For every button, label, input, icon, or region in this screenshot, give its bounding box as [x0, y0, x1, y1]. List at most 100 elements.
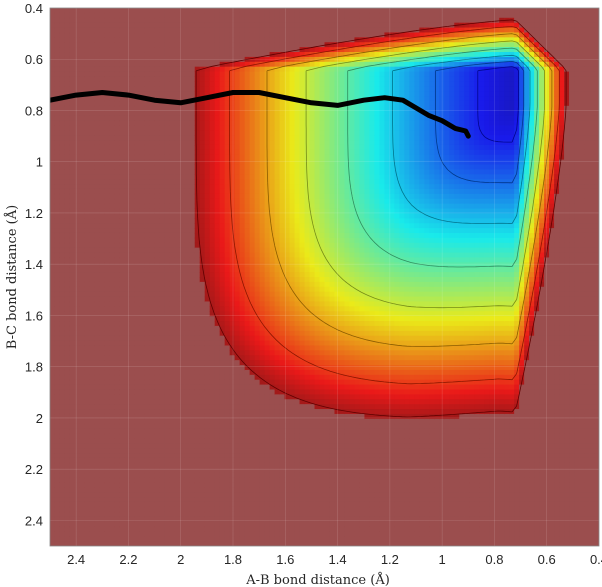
contour-fill-cell [119, 497, 126, 503]
contour-fill-cell [79, 487, 86, 493]
contour-fill-cell [154, 174, 161, 180]
contour-fill-cell [209, 369, 216, 376]
contour-fill-cell [54, 262, 61, 268]
contour-fill-cell [214, 164, 221, 170]
contour-fill-cell [124, 213, 131, 219]
contour-fill-cell [269, 100, 276, 107]
contour-fill-cell [84, 306, 91, 312]
contour-fill-cell [204, 301, 211, 307]
contour-fill-cell [50, 169, 56, 175]
contour-fill-cell [219, 286, 226, 293]
contour-fill-cell [219, 228, 226, 234]
contour-fill-cell [59, 477, 66, 484]
contour-fill-cell [269, 335, 276, 342]
contour-fill-cell [164, 22, 171, 29]
contour-fill-cell [164, 394, 171, 400]
contour-fill-cell [204, 516, 211, 523]
contour-fill-cell [79, 497, 86, 503]
contour-fill-cell [199, 37, 206, 43]
contour-fill-cell [134, 232, 141, 239]
contour-fill-cell [149, 188, 156, 195]
contour-fill-cell [119, 42, 126, 48]
contour-fill-cell [224, 443, 231, 449]
contour-fill-cell [179, 56, 186, 63]
contour-fill-cell [129, 482, 136, 488]
contour-fill-cell [199, 120, 206, 126]
contour-fill-cell [59, 340, 66, 347]
contour-fill-cell [154, 42, 161, 48]
contour-fill-cell [199, 492, 206, 498]
contour-fill-cell [259, 325, 266, 332]
contour-fill-cell [169, 379, 176, 386]
contour-fill-cell [69, 321, 76, 327]
contour-fill-cell [124, 8, 131, 14]
contour-fill-cell [229, 325, 236, 332]
contour-fill-cell [84, 149, 91, 156]
contour-fill-cell [164, 511, 171, 518]
contour-fill-cell [254, 516, 261, 523]
contour-fill-cell [89, 17, 96, 24]
contour-fill-cell [199, 404, 206, 410]
contour-fill-cell [69, 105, 76, 112]
contour-fill-cell [184, 321, 191, 327]
contour-fill-cell [194, 159, 201, 166]
contour-fill-cell [129, 37, 136, 43]
contour-fill-cell [224, 340, 231, 347]
contour-fill-cell [259, 61, 266, 68]
contour-fill-cell [54, 218, 61, 224]
contour-fill-cell [209, 228, 216, 234]
contour-fill-cell [194, 526, 201, 532]
contour-fill-cell [124, 184, 131, 190]
contour-fill-cell [234, 521, 241, 528]
contour-fill-cell [169, 467, 176, 474]
contour-fill-cell [104, 345, 111, 351]
contour-fill-cell [79, 394, 86, 400]
contour-fill-cell [224, 492, 231, 498]
contour-fill-cell [134, 541, 141, 546]
contour-fill-cell [164, 428, 171, 435]
contour-fill-cell [129, 159, 136, 166]
contour-fill-cell [244, 76, 251, 82]
contour-fill-cell [109, 22, 116, 29]
contour-fill-cell [229, 193, 236, 200]
contour-fill-cell [59, 428, 66, 435]
contour-fill-cell [84, 193, 91, 200]
contour-fill-cell [79, 330, 86, 337]
contour-fill-cell [50, 448, 56, 454]
contour-fill-cell [234, 355, 241, 361]
contour-fill-cell [159, 325, 166, 332]
contour-fill-cell [239, 223, 246, 229]
contour-fill-cell [189, 286, 196, 293]
contour-fill-cell [99, 350, 106, 356]
contour-fill-cell [179, 169, 186, 175]
contour-fill-cell [119, 462, 126, 469]
contour-fill-cell [74, 453, 81, 459]
contour-fill-cell [109, 467, 116, 474]
contour-fill-cell [169, 487, 176, 493]
contour-fill-cell [79, 433, 86, 439]
contour-fill-cell [50, 379, 56, 386]
contour-fill-cell [174, 174, 181, 180]
contour-fill-cell [239, 193, 246, 200]
contour-fill-cell [229, 208, 236, 215]
contour-fill-cell [159, 492, 166, 498]
contour-fill-cell [74, 232, 81, 239]
contour-fill-cell [134, 301, 141, 307]
contour-fill-cell [274, 169, 281, 175]
contour-fill-cell [109, 267, 116, 273]
contour-fill-cell [114, 365, 121, 371]
contour-fill-cell [119, 203, 126, 210]
contour-fill-cell [164, 360, 171, 366]
contour-fill-cell [114, 228, 121, 234]
contour-fill-cell [159, 296, 166, 303]
contour-fill-cell [264, 369, 271, 376]
contour-fill-cell [134, 125, 141, 131]
contour-fill-cell [184, 188, 191, 195]
contour-fill-cell [164, 115, 171, 122]
contour-fill-cell [229, 135, 236, 141]
contour-fill-cell [259, 453, 266, 459]
contour-fill-cell [234, 389, 241, 395]
contour-fill-cell [124, 223, 131, 229]
contour-fill-cell [214, 223, 221, 229]
contour-fill-cell [89, 526, 96, 532]
